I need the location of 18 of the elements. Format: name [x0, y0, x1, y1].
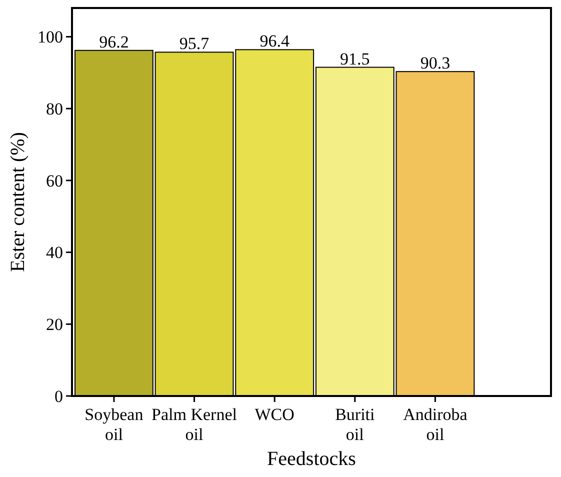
- y-tick-label: 100: [38, 28, 63, 47]
- x-axis-title: Feedstocks: [267, 448, 356, 470]
- x-tick-label: Soybean oil: [84, 405, 144, 444]
- y-tick-label: 80: [46, 100, 63, 119]
- y-tick-label: 40: [46, 243, 63, 262]
- data-label: 96.2: [99, 32, 129, 52]
- y-axis-title: Ester content (%): [7, 132, 29, 272]
- y-tick-label: 0: [54, 386, 63, 406]
- x-tick-label: Buriti oil: [335, 405, 376, 444]
- data-label: 95.7: [179, 34, 210, 54]
- x-tick-label: WCO: [254, 405, 294, 424]
- data-label: 91.5: [340, 49, 370, 68]
- y-tick-label: 20: [46, 315, 63, 334]
- data-label: 96.4: [260, 32, 290, 51]
- x-tick-label: Palm Kernel oil: [152, 405, 238, 444]
- x-tick-label: Andiroba oil: [403, 405, 468, 444]
- y-tick-label: 60: [46, 171, 63, 190]
- data-label: 90.3: [420, 54, 450, 73]
